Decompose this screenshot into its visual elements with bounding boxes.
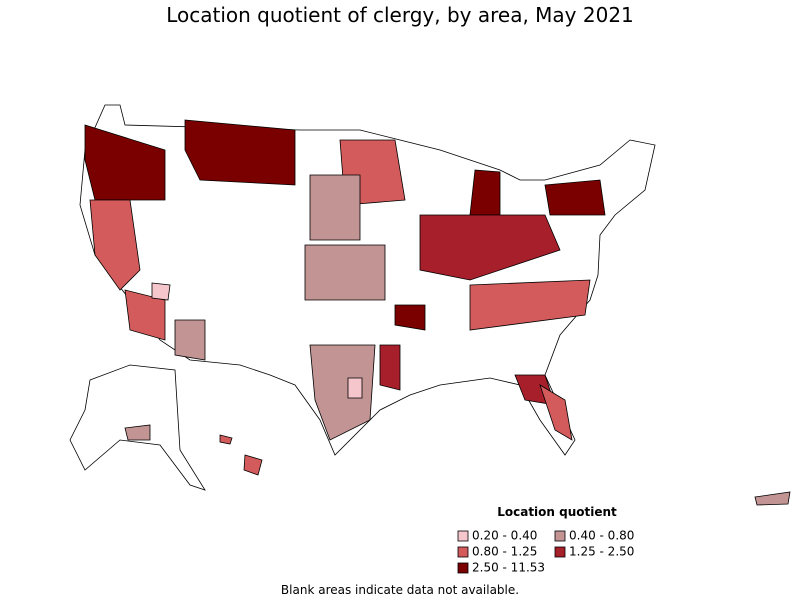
- legend-title: Location quotient: [497, 505, 617, 519]
- region: [309, 174, 361, 241]
- legend-label: 0.80 - 1.25: [472, 545, 537, 559]
- legend-swatch: [554, 530, 566, 542]
- puerto-rico: [754, 491, 791, 506]
- region: [184, 119, 296, 186]
- region: [544, 179, 606, 216]
- legend-swatch: [457, 546, 469, 558]
- legend-swatch: [457, 562, 469, 574]
- region: [469, 169, 501, 216]
- region: [469, 279, 591, 331]
- region: [347, 377, 363, 399]
- legend: Location quotient 0.20 - 0.40 0.40 - 0.80…: [457, 505, 634, 575]
- legend-label: 0.40 - 0.80: [569, 529, 634, 543]
- region: [309, 344, 376, 441]
- region: [304, 244, 386, 301]
- region: [394, 304, 426, 331]
- map: [69, 104, 791, 506]
- hawaii: [243, 454, 263, 476]
- region: [174, 319, 206, 361]
- region: [124, 424, 151, 441]
- region: [89, 199, 141, 291]
- legend-swatch: [554, 546, 566, 558]
- region: [539, 384, 573, 441]
- hawaii: [219, 434, 233, 445]
- region: [379, 344, 401, 391]
- legend-label: 2.50 - 11.53: [472, 561, 545, 575]
- legend-label: 0.20 - 0.40: [472, 529, 537, 543]
- legend-label: 1.25 - 2.50: [569, 545, 634, 559]
- region: [419, 214, 561, 281]
- region: [151, 282, 171, 301]
- legend-swatch: [457, 530, 469, 542]
- title: Location quotient of clergy, by area, Ma…: [166, 3, 634, 27]
- footnote: Blank areas indicate data not available.: [281, 583, 519, 597]
